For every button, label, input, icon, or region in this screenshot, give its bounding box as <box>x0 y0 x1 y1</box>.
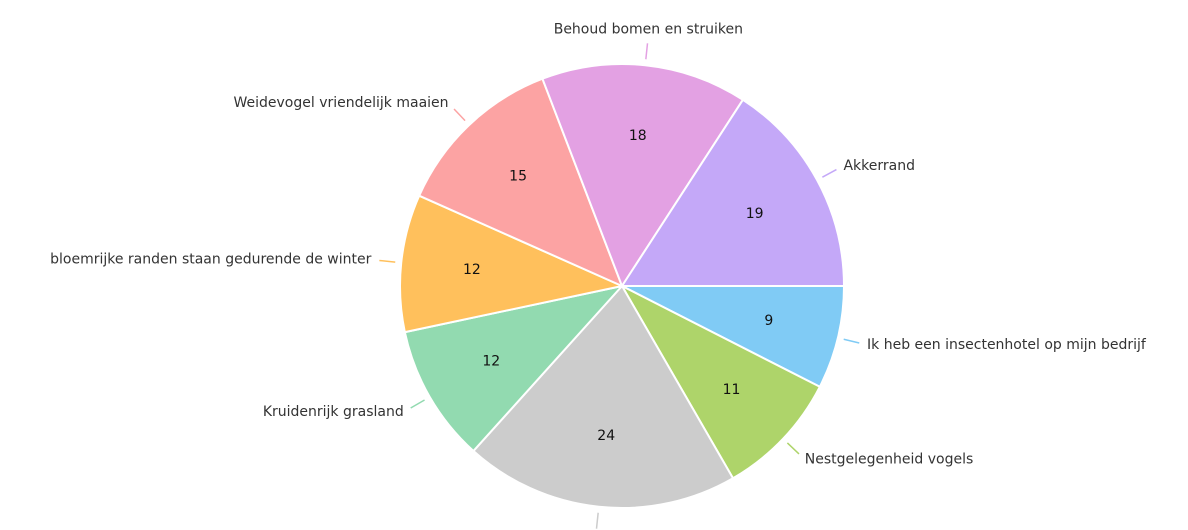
pie-slice <box>417 77 624 288</box>
pie-slice <box>619 283 822 480</box>
slice-label: Kruidenrijk grasland <box>263 404 404 420</box>
pie-slice <box>621 285 846 389</box>
pie-slice <box>399 194 626 334</box>
leader-line <box>595 512 599 529</box>
value-label: 12 <box>463 262 481 278</box>
pie-slice <box>620 98 846 287</box>
slice-label: bloemrijke randen staan gedurende de win… <box>50 252 372 268</box>
value-label: 11 <box>723 382 741 398</box>
pie-slice <box>403 284 625 453</box>
value-label: 15 <box>509 168 527 184</box>
leader-line <box>843 338 860 344</box>
leader-line <box>645 43 649 60</box>
slice-label: Nestgelegenheid vogels <box>805 451 974 467</box>
slice-label: Weidevogel vriendelijk maaien <box>234 95 449 111</box>
leader-line <box>786 442 800 455</box>
value-label: 9 <box>764 313 773 329</box>
slice-label: Akkerrand <box>843 158 915 174</box>
leader-line <box>453 108 466 122</box>
leader-line <box>410 399 425 409</box>
pie-slice <box>541 63 745 289</box>
value-label: 19 <box>746 206 764 222</box>
slice-label: Ik heb een insectenhotel op mijn bedrijf <box>867 337 1147 353</box>
value-label: 18 <box>629 128 647 144</box>
slice-label: Behoud bomen en struiken <box>554 21 743 37</box>
value-label: 12 <box>482 353 500 369</box>
leader-line <box>822 168 837 178</box>
pie-slice <box>472 284 735 509</box>
leader-line <box>379 259 396 263</box>
value-label: 24 <box>597 428 615 444</box>
